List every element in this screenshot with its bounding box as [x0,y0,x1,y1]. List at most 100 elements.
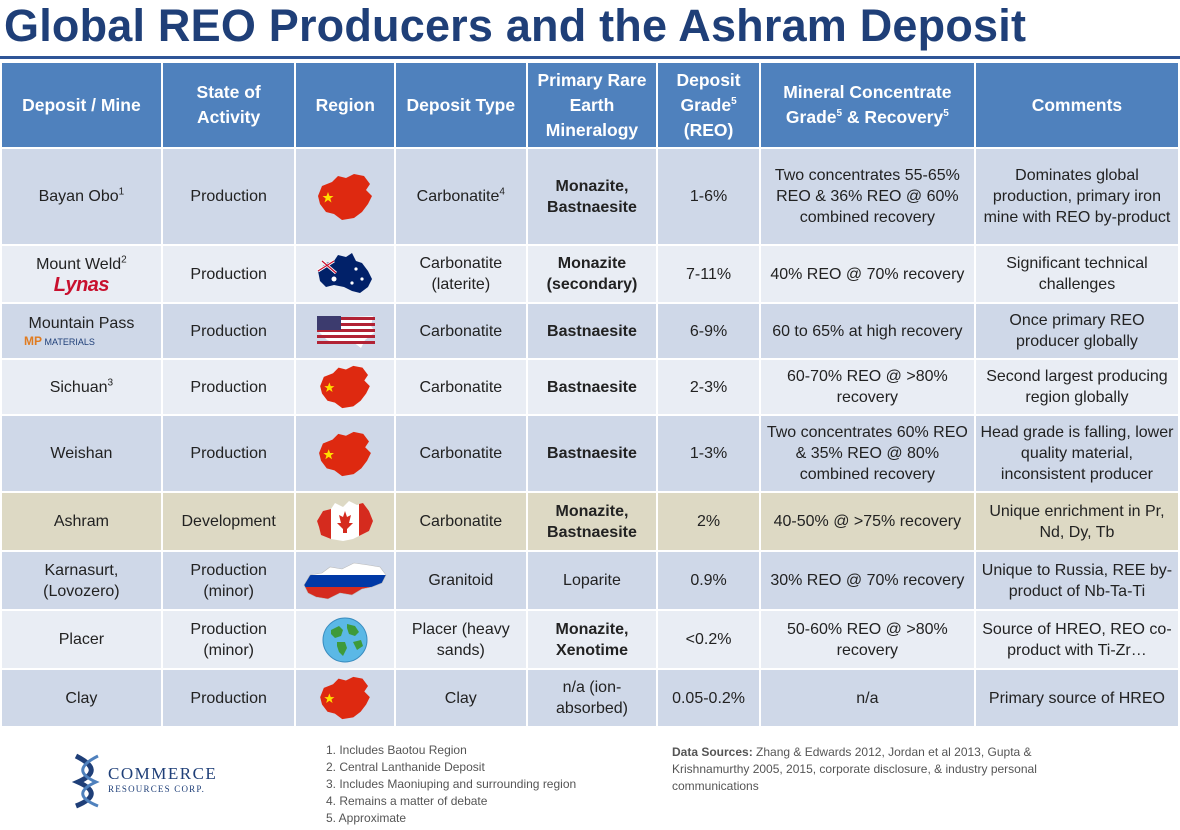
state-cell: Production (minor) [162,552,295,609]
table-row: Karnasurt, (Lovozero) Production (minor)… [2,552,1178,609]
china-flag-map-icon [320,365,371,409]
header-concentrate: Mineral Concentrate Grade5 & Recovery5 [760,63,974,147]
mp-materials-logo: MP MATERIALS [24,334,95,348]
table-header-row: Deposit / Mine State of Activity Region … [2,63,1178,147]
header-deposit: Deposit / Mine [2,63,161,147]
lynas-logo: Lynas [53,273,110,296]
table-row: Mount Weld2 Lynas Production Carbonatite … [2,246,1178,302]
mineralogy-cell: Monazite, Bastnaesite [527,149,657,244]
footnote: 5. Approximate [326,811,407,825]
table-row: Clay Production Clay n/a (ion-absorbed) … [2,670,1178,726]
china-flag-map-icon [319,431,372,476]
page-title: Global REO Producers and the Ashram Depo… [4,0,1027,51]
grade-cell: 0.9% [658,552,759,609]
header-comments: Comments [975,63,1178,147]
type-cell: Carbonatite [395,416,526,491]
grade-cell: 2% [658,493,759,550]
comments-cell: Once primary REO producer globally [975,304,1178,358]
footnote: 2. Central Lanthanide Deposit [326,760,485,774]
region-cell [296,246,394,302]
header-type: Deposit Type [395,63,526,147]
mineralogy-cell: Bastnaesite [527,304,657,358]
footnote: 1. Includes Baotou Region [326,743,467,757]
table-row: Sichuan3 Production Carbonatite Bastnaes… [2,360,1178,414]
deposit-name: Bayan Obo1 [2,149,161,244]
state-cell: Production [162,304,295,358]
data-sources-text: Zhang & Edwards 2012, Jordan et al 2013,… [672,745,1037,793]
mineralogy-cell: Loparite [527,552,657,609]
grade-cell: 1-6% [658,149,759,244]
deposit-name: Sichuan3 [2,360,161,414]
concentrate-cell: 60 to 65% at high recovery [760,304,974,358]
grade-cell: 6-9% [658,304,759,358]
mineralogy-cell: Monazite, Xenotime [527,611,657,668]
type-cell: Carbonatite4 [395,149,526,244]
russia-flag-map-icon [303,562,387,599]
comments-cell: Second largest producing region globally [975,360,1178,414]
type-cell: Placer (heavy sands) [395,611,526,668]
region-cell [296,552,394,609]
concentrate-cell: 50-60% REO @ >80% recovery [760,611,974,668]
region-cell [296,493,394,550]
deposit-name: Weishan [2,416,161,491]
logo-line-2: RESOURCES CORP. [108,784,206,794]
table-row: Placer Production (minor) Placer (heavy … [2,611,1178,668]
type-cell: Clay [395,670,526,726]
data-sources: Data Sources: Zhang & Edwards 2012, Jord… [672,744,1082,795]
comments-cell: Significant technical challenges [975,246,1178,302]
reo-producers-table: Deposit / Mine State of Activity Region … [0,61,1180,728]
concentrate-cell: 40% REO @ 70% recovery [760,246,974,302]
mineralogy-cell: Monazite (secondary) [527,246,657,302]
deposit-name: Mountain Pass MP MATERIALS [2,304,161,358]
comments-cell: Dominates global production, primary iro… [975,149,1178,244]
concentrate-cell: 30% REO @ 70% recovery [760,552,974,609]
canada-flag-map-icon [317,500,374,541]
logo-line-1: COMMERCE [108,764,218,783]
comments-cell: Source of HREO, REO co-product with Ti-Z… [975,611,1178,668]
header-state: State of Activity [162,63,295,147]
header-region: Region [296,63,394,147]
type-cell: Carbonatite [395,360,526,414]
table-row-highlighted: Ashram Development Carbonatite Monazite,… [2,493,1178,550]
region-cell [296,416,394,491]
concentrate-cell: 60-70% REO @ >80% recovery [760,360,974,414]
state-cell: Production [162,246,295,302]
grade-cell: 0.05-0.2% [658,670,759,726]
concentrate-cell: Two concentrates 60% REO & 35% REO @ 80%… [760,416,974,491]
table-row: Bayan Obo1 Production Carbonatite4 Monaz… [2,149,1178,244]
concentrate-cell: 40-50% @ >75% recovery [760,493,974,550]
mineralogy-cell: n/a (ion-absorbed) [527,670,657,726]
state-cell: Production (minor) [162,611,295,668]
deposit-name: Karnasurt, (Lovozero) [2,552,161,609]
grade-cell: <0.2% [658,611,759,668]
grade-cell: 1-3% [658,416,759,491]
type-cell: Carbonatite [395,304,526,358]
australia-flag-map-icon [317,253,373,293]
region-cell [296,670,394,726]
commerce-resources-logo-icon [71,753,100,809]
globe-icon [322,617,368,662]
deposit-name: Mount Weld2 Lynas [2,246,161,302]
china-flag-map-icon [318,173,373,220]
concentrate-cell: n/a [760,670,974,726]
state-cell: Production [162,360,295,414]
mineralogy-cell: Bastnaesite [527,360,657,414]
region-cell [296,611,394,668]
grade-cell: 2-3% [658,360,759,414]
footer: COMMERCE RESOURCES CORP. 1. Includes Bao… [0,740,1180,830]
deposit-name: Placer [2,611,161,668]
state-cell: Production [162,670,295,726]
china-flag-map-icon [320,676,371,720]
type-cell: Granitoid [395,552,526,609]
type-cell: Carbonatite [395,493,526,550]
type-cell: Carbonatite (laterite) [395,246,526,302]
region-cell [296,360,394,414]
deposit-name: Clay [2,670,161,726]
region-cell [296,304,394,358]
state-cell: Production [162,149,295,244]
state-cell: Production [162,416,295,491]
company-logo-text: COMMERCE RESOURCES CORP. [108,764,217,794]
footnote: 3. Includes Maoniuping and surrounding r… [326,777,577,791]
table-row: Weishan Production Carbonatite Bastnaesi… [2,416,1178,491]
grade-cell: 7-11% [658,246,759,302]
